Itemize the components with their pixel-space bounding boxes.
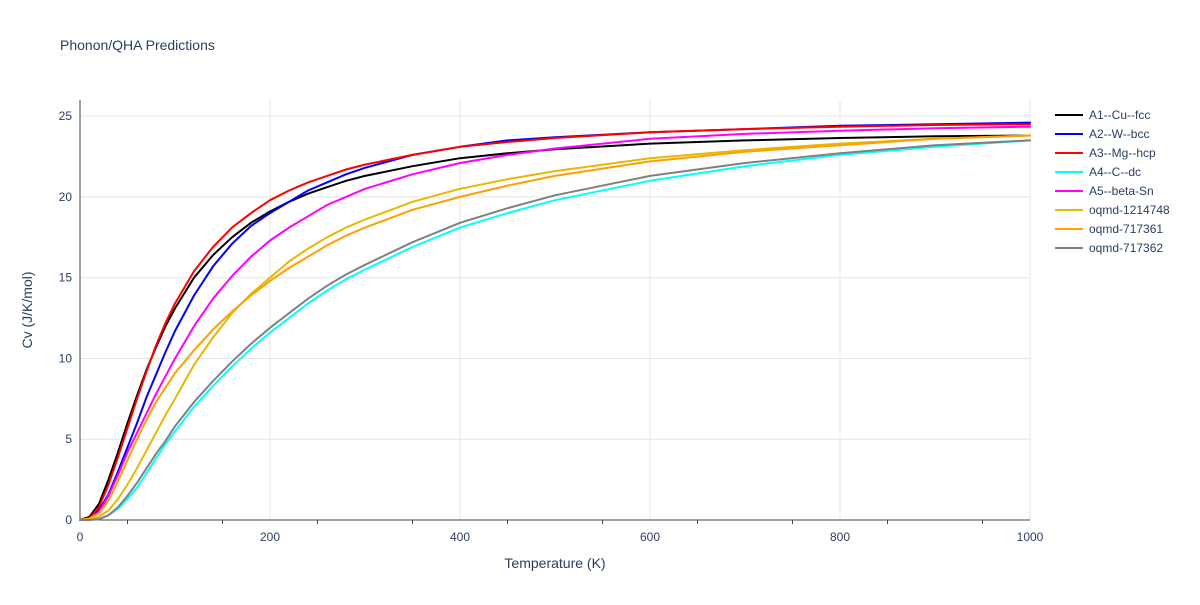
x-tick-label: 400 [450, 530, 470, 544]
legend-item-a1-cu-fcc[interactable]: A1--Cu--fcc [1055, 108, 1150, 122]
y-tick-label: 5 [65, 432, 72, 446]
legend-item-oqmd-717362[interactable]: oqmd-717362 [1055, 241, 1163, 255]
legend-item-a5-beta-sn[interactable]: A5--beta-Sn [1055, 184, 1154, 198]
chart-title: Phonon/QHA Predictions [60, 37, 215, 53]
series-line-oqmd-1214748 [79, 134, 1031, 521]
y-axis-title: Cv (J/K/mol) [19, 272, 35, 349]
series-group [79, 121, 1031, 521]
legend-label: oqmd-717362 [1089, 241, 1163, 255]
x-tick-label: 800 [830, 530, 850, 544]
x-tick-label: 0 [77, 530, 84, 544]
legend-label: oqmd-717361 [1089, 222, 1163, 236]
legend-item-a2-w-bcc[interactable]: A2--W--bcc [1055, 127, 1149, 141]
x-axis-title: Temperature (K) [504, 555, 605, 571]
series-line-a5-beta-sn [79, 125, 1031, 521]
y-tick-label: 10 [59, 351, 73, 365]
legend-item-a3-mg-hcp[interactable]: A3--Mg--hcp [1055, 146, 1156, 160]
y-tick-label: 15 [59, 271, 73, 285]
legend[interactable]: A1--Cu--fcc A2--W--bcc A3--Mg--hcp A4--C--d… [1055, 108, 1170, 255]
y-tick-label: 25 [59, 109, 73, 123]
y-tick-label: 0 [65, 513, 72, 527]
x-tick-label: 1000 [1017, 530, 1044, 544]
legend-label: A1--Cu--fcc [1089, 108, 1150, 122]
series-line-a1-cu-fcc [79, 134, 1031, 521]
legend-item-oqmd-1214748[interactable]: oqmd-1214748 [1055, 203, 1170, 217]
series-line-a4-c-dc [79, 139, 1031, 521]
legend-label: A5--beta-Sn [1089, 184, 1154, 198]
y-grid [80, 115, 1030, 440]
series-line-a3-mg-hcp [79, 123, 1031, 521]
legend-label: A3--Mg--hcp [1089, 146, 1156, 160]
legend-label: A4--C--dc [1089, 165, 1141, 179]
legend-label: oqmd-1214748 [1089, 203, 1170, 217]
legend-label: A2--W--bcc [1089, 127, 1149, 141]
series-line-oqmd-717362 [79, 139, 1031, 521]
legend-item-a4-c-dc[interactable]: A4--C--dc [1055, 165, 1141, 179]
axes [79, 100, 1030, 524]
x-tick-label: 600 [640, 530, 660, 544]
x-tick-labels: 0 200 400 600 800 1000 [77, 530, 1044, 544]
series-line-oqmd-717361 [79, 134, 1031, 521]
x-grid [269, 100, 1031, 520]
legend-item-oqmd-717361[interactable]: oqmd-717361 [1055, 222, 1163, 236]
y-tick-label: 20 [59, 190, 73, 204]
x-tick-label: 200 [260, 530, 280, 544]
y-tick-labels: 0 5 10 15 20 25 [59, 109, 73, 527]
